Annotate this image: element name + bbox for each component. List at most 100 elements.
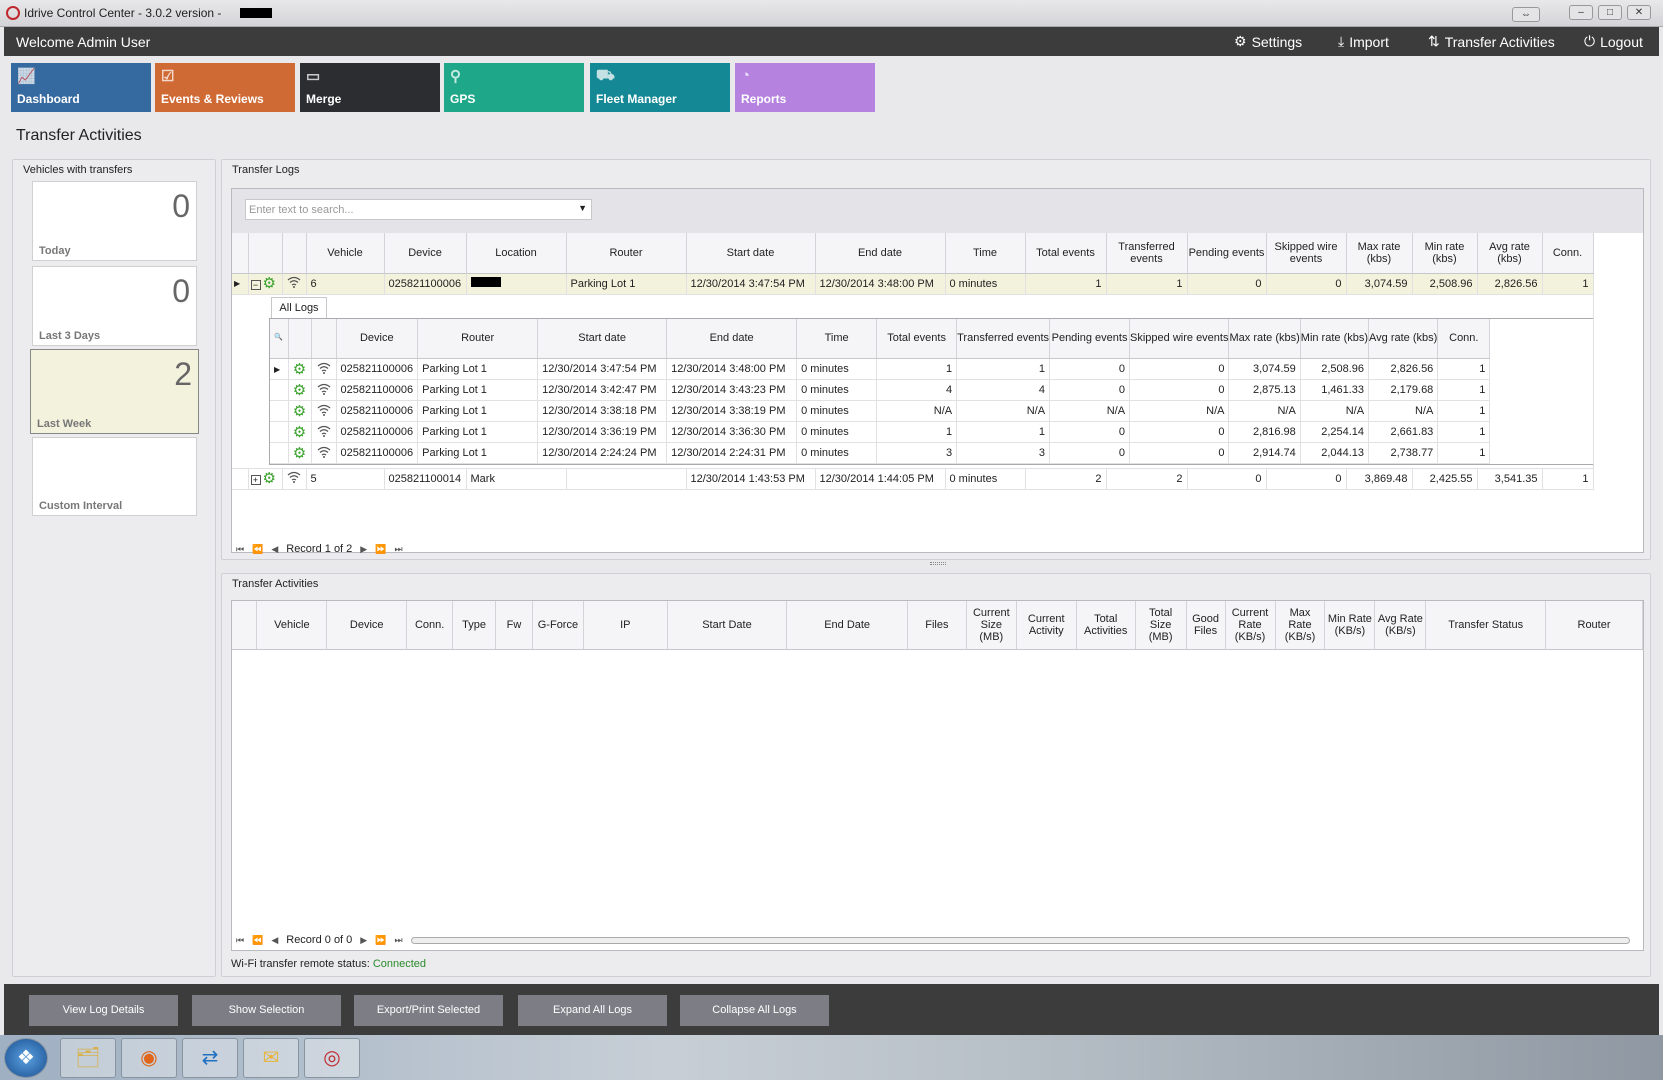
detail-table-row[interactable]: ⚙ 025821100006 Parking Lot 1 12/30/2014 2:2… bbox=[270, 442, 1491, 464]
column-header[interactable]: Max rate (kbs) bbox=[1346, 233, 1413, 274]
column-header[interactable] bbox=[288, 318, 312, 359]
expand-icon[interactable]: + bbox=[250, 475, 261, 485]
column-header[interactable] bbox=[232, 233, 249, 274]
column-header[interactable]: End date bbox=[815, 233, 946, 274]
detail-table-row[interactable]: ⚙ 025821100006 Parking Lot 1 12/30/2014 3:3… bbox=[270, 400, 1491, 422]
column-header[interactable]: Max rate (kbs) bbox=[1228, 318, 1301, 359]
column-header[interactable]: Time bbox=[796, 318, 878, 359]
prev-page-button[interactable]: ◀ bbox=[271, 934, 279, 945]
column-header[interactable]: Current Size (MB) bbox=[966, 601, 1017, 650]
logout-link[interactable]: ⏻ Logout bbox=[1584, 33, 1643, 50]
column-header[interactable] bbox=[282, 233, 307, 274]
tab-all-logs[interactable]: All Logs bbox=[271, 296, 327, 318]
file-explorer-taskbar-button[interactable]: 🗂 bbox=[60, 1038, 116, 1078]
outlook-taskbar-button[interactable]: ✉ bbox=[243, 1038, 299, 1078]
last-page-button[interactable]: ⏭ bbox=[394, 934, 403, 945]
column-header[interactable]: Router bbox=[1545, 601, 1643, 650]
tile-fleet-manager[interactable]: ⛟ Fleet Manager bbox=[590, 63, 730, 112]
prev-page-fast-button[interactable]: ⏪ bbox=[252, 543, 264, 554]
table-row[interactable]: ▶ − ⚙ 6 025821100006 Parking Lot 1 12/30/2014 … bbox=[232, 273, 1594, 295]
search-input[interactable]: Enter text to search... ▼ bbox=[245, 199, 592, 220]
column-header[interactable]: Total events bbox=[876, 318, 958, 359]
column-header[interactable]: Start date bbox=[537, 318, 668, 359]
tile-gps[interactable]: ⚲ GPS bbox=[444, 63, 584, 112]
column-header[interactable]: Files bbox=[907, 601, 967, 650]
column-header[interactable]: End Date bbox=[786, 601, 908, 650]
export-print-selected-button[interactable]: Export/Print Selected bbox=[354, 995, 503, 1026]
column-header[interactable]: Conn. bbox=[1437, 318, 1491, 359]
column-header[interactable]: IP bbox=[583, 601, 668, 650]
column-header[interactable]: Transferred events bbox=[956, 318, 1051, 359]
column-header[interactable]: Pending events bbox=[1049, 318, 1131, 359]
expand-cell[interactable]: + ⚙ bbox=[248, 468, 283, 490]
column-header[interactable]: Device bbox=[384, 233, 467, 274]
prev-page-fast-button[interactable]: ⏪ bbox=[252, 934, 264, 945]
column-header[interactable] bbox=[232, 601, 258, 650]
first-page-button[interactable]: ⏮ bbox=[236, 934, 245, 945]
column-header[interactable]: Skipped wire events bbox=[1266, 233, 1347, 274]
tile-events-reviews[interactable]: ☑ Events & Reviews bbox=[155, 63, 295, 112]
firefox-taskbar-button[interactable]: ◉ bbox=[121, 1038, 177, 1078]
detail-table-row[interactable]: ▶ ⚙ 025821100006 Parking Lot 1 12/30/2014 3:… bbox=[270, 358, 1491, 380]
column-header[interactable]: Min rate (kbs) bbox=[1300, 318, 1370, 359]
column-header[interactable]: Current Activity bbox=[1016, 601, 1077, 650]
column-header[interactable]: Start date bbox=[686, 233, 816, 274]
column-header[interactable]: Skipped wire events bbox=[1129, 318, 1230, 359]
column-header[interactable]: Router bbox=[566, 233, 687, 274]
card-today[interactable]: 0 Today bbox=[32, 181, 197, 261]
minimize-button[interactable]: – bbox=[1569, 5, 1593, 20]
windows-start-taskbar-button[interactable]: ❖ bbox=[4, 1038, 48, 1078]
show-selection-button[interactable]: Show Selection bbox=[192, 995, 341, 1026]
splitter-handle[interactable] bbox=[930, 562, 946, 565]
collapse-all-logs-button[interactable]: Collapse All Logs bbox=[680, 995, 829, 1026]
next-page-fast-button[interactable]: ⏩ bbox=[375, 934, 387, 945]
transfer-activities-link[interactable]: ⇅ Transfer Activities bbox=[1428, 33, 1555, 50]
first-page-button[interactable]: ⏮ bbox=[236, 543, 245, 554]
column-header[interactable] bbox=[311, 318, 337, 359]
prev-page-button[interactable]: ◀ bbox=[271, 543, 279, 554]
column-header[interactable]: Pending events bbox=[1187, 233, 1267, 274]
dropdown-arrow-icon[interactable]: ▼ bbox=[578, 203, 587, 213]
column-header[interactable]: Total Size (MB) bbox=[1135, 601, 1187, 650]
column-header[interactable]: Fw bbox=[495, 601, 533, 650]
view-log-details-button[interactable]: View Log Details bbox=[29, 995, 178, 1026]
detail-table-row[interactable]: ⚙ 025821100006 Parking Lot 1 12/30/2014 3:3… bbox=[270, 421, 1491, 443]
column-header[interactable]: Device bbox=[336, 318, 419, 359]
column-header[interactable]: Avg Rate (KB/s) bbox=[1374, 601, 1427, 650]
next-page-fast-button[interactable]: ⏩ bbox=[375, 543, 387, 554]
card-custom-interval[interactable]: Custom Interval bbox=[32, 437, 197, 516]
collapse-icon[interactable]: − bbox=[250, 280, 261, 290]
teamviewer-taskbar-button[interactable]: ⇄ bbox=[182, 1038, 238, 1078]
tile-reports[interactable]: ◔ Reports bbox=[735, 63, 875, 112]
last-page-button[interactable]: ⏭ bbox=[394, 543, 403, 554]
next-page-button[interactable]: ▶ bbox=[360, 543, 368, 554]
column-header[interactable]: Total events bbox=[1025, 233, 1107, 274]
column-header[interactable]: Transfer Status bbox=[1425, 601, 1547, 650]
horizontal-scrollbar[interactable] bbox=[410, 936, 1630, 944]
table-row[interactable]: + ⚙ 5 025821100014 Mark 12/30/2014 1:43:53 PM… bbox=[232, 468, 1594, 490]
detail-table-row[interactable]: ⚙ 025821100006 Parking Lot 1 12/30/2014 3:4… bbox=[270, 379, 1491, 401]
column-header[interactable]: End date bbox=[666, 318, 798, 359]
maximize-button[interactable]: □ bbox=[1598, 5, 1622, 20]
column-header[interactable]: Current Rate (KB/s) bbox=[1225, 601, 1276, 650]
column-header[interactable]: Type bbox=[452, 601, 497, 650]
expand-all-logs-button[interactable]: Expand All Logs bbox=[518, 995, 667, 1026]
column-header[interactable]: Start Date bbox=[667, 601, 788, 650]
tile-dashboard[interactable]: 📈 Dashboard bbox=[11, 63, 151, 112]
column-header[interactable]: Vehicle bbox=[256, 601, 328, 650]
column-header[interactable] bbox=[248, 233, 283, 274]
column-header[interactable]: Min rate (kbs) bbox=[1412, 233, 1478, 274]
column-header[interactable]: Max Rate (KB/s) bbox=[1275, 601, 1326, 650]
column-header[interactable]: Min Rate (KB/s) bbox=[1324, 601, 1376, 650]
settings-link[interactable]: ⚙ Settings bbox=[1234, 33, 1302, 50]
idrive-app-taskbar-button[interactable]: ◎ bbox=[304, 1038, 360, 1078]
resize-button[interactable]: ⇔ bbox=[1512, 7, 1540, 22]
column-header[interactable]: Transferred events bbox=[1106, 233, 1188, 274]
column-header[interactable]: G-Force bbox=[532, 601, 584, 650]
column-header[interactable]: Router bbox=[417, 318, 539, 359]
column-header[interactable]: Time bbox=[945, 233, 1026, 274]
column-header[interactable]: Device bbox=[326, 601, 408, 650]
close-button[interactable]: ✕ bbox=[1627, 5, 1651, 20]
column-header[interactable]: Conn. bbox=[1542, 233, 1594, 274]
expand-cell[interactable]: − ⚙ bbox=[248, 273, 283, 295]
